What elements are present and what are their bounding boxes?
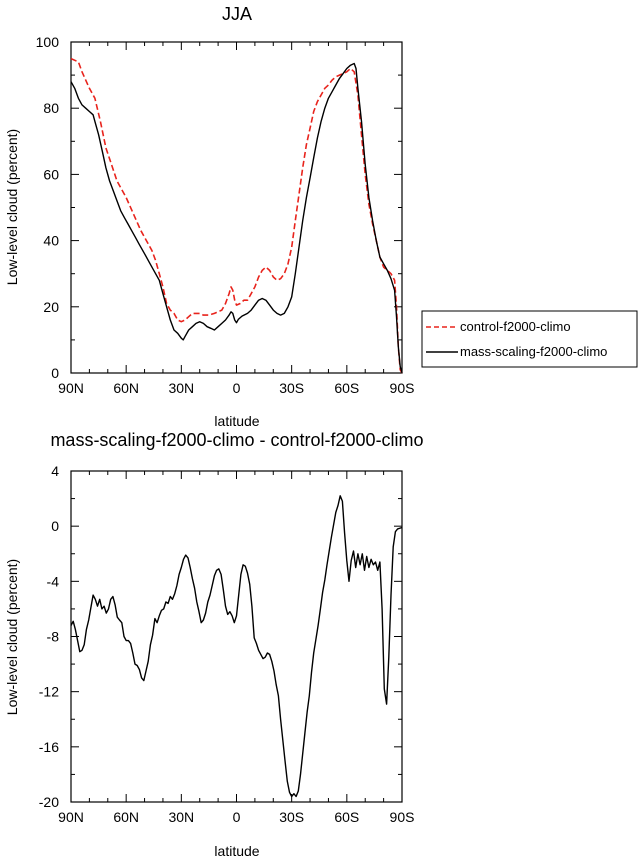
- top-y-tick-label: 20: [43, 299, 59, 315]
- bottom-y-tick-label: -12: [39, 684, 59, 700]
- top-x-tick-label: 30N: [168, 380, 194, 396]
- bottom-x-tick-label: 0: [233, 809, 241, 825]
- top-x-tick-label: 30S: [279, 380, 304, 396]
- legend-label-mass-scaling: mass-scaling-f2000-climo: [460, 344, 607, 359]
- bottom-y-axis-label: Low-level cloud (percent): [4, 559, 20, 715]
- bottom-x-tick-label: 30N: [168, 809, 194, 825]
- top-y-tick-label: 40: [43, 233, 59, 249]
- bottom-y-tick-label: -4: [47, 573, 60, 589]
- top-x-tick-label: 90S: [390, 380, 415, 396]
- top-plot-area: 90N 60N 30N 0 30S 60S 90S 0 20 40 60 80 100: [36, 34, 415, 396]
- bottom-x-tick-label: 30S: [279, 809, 304, 825]
- bottom-plot-area: 90N 60N 30N 0 30S 60S 90S -20 -16 -12 -8 -4 0 4: [39, 463, 415, 825]
- legend: control-f2000-climo mass-scaling-f2000-c…: [421, 310, 638, 368]
- bottom-y-tick-label: -8: [47, 629, 60, 645]
- bottom-series-line-difference: [70, 495, 403, 798]
- legend-box: [421, 310, 638, 368]
- bottom-plot-frame: [70, 470, 403, 803]
- bottom-x-tick-label: 60S: [334, 809, 359, 825]
- top-y-tick-label: 100: [36, 34, 60, 50]
- bottom-y-tick-label: -20: [39, 794, 59, 810]
- top-y-tick-label: 80: [43, 100, 59, 116]
- top-chart-panel: JJA 90N 60N 30N 0 30S 60S 90S 0 20 40 60 80 100 lati…: [4, 4, 414, 429]
- bottom-y-tick-label: 4: [51, 463, 59, 479]
- bottom-chart-title: mass-scaling-f2000-climo - control-f2000…: [50, 430, 423, 450]
- bottom-x-tick-label: 90N: [58, 809, 84, 825]
- top-y-tick-label: 0: [51, 365, 59, 381]
- bottom-x-axis-label: latitude: [214, 843, 259, 859]
- bottom-x-tick-label: 60N: [113, 809, 139, 825]
- top-x-tick-label: 60S: [334, 380, 359, 396]
- top-chart-title: JJA: [222, 4, 252, 24]
- top-x-axis-label: latitude: [214, 413, 259, 429]
- top-x-tick-label: 60N: [113, 380, 139, 396]
- bottom-chart-panel: mass-scaling-f2000-climo - control-f2000…: [4, 430, 424, 859]
- bottom-y-tick-label: 0: [51, 518, 59, 534]
- legend-label-control: control-f2000-climo: [460, 319, 571, 334]
- top-y-axis-label: Low-level cloud (percent): [4, 129, 20, 285]
- top-series-line-control-f2000-climo: [70, 57, 403, 374]
- bottom-y-tick-label: -16: [39, 739, 59, 755]
- bottom-x-tick-label: 90S: [390, 809, 415, 825]
- top-x-tick-label: 90N: [58, 380, 84, 396]
- top-x-tick-label: 0: [233, 380, 241, 396]
- top-series-line-mass-scaling-f2000-climo: [70, 62, 403, 374]
- top-y-tick-label: 60: [43, 166, 59, 182]
